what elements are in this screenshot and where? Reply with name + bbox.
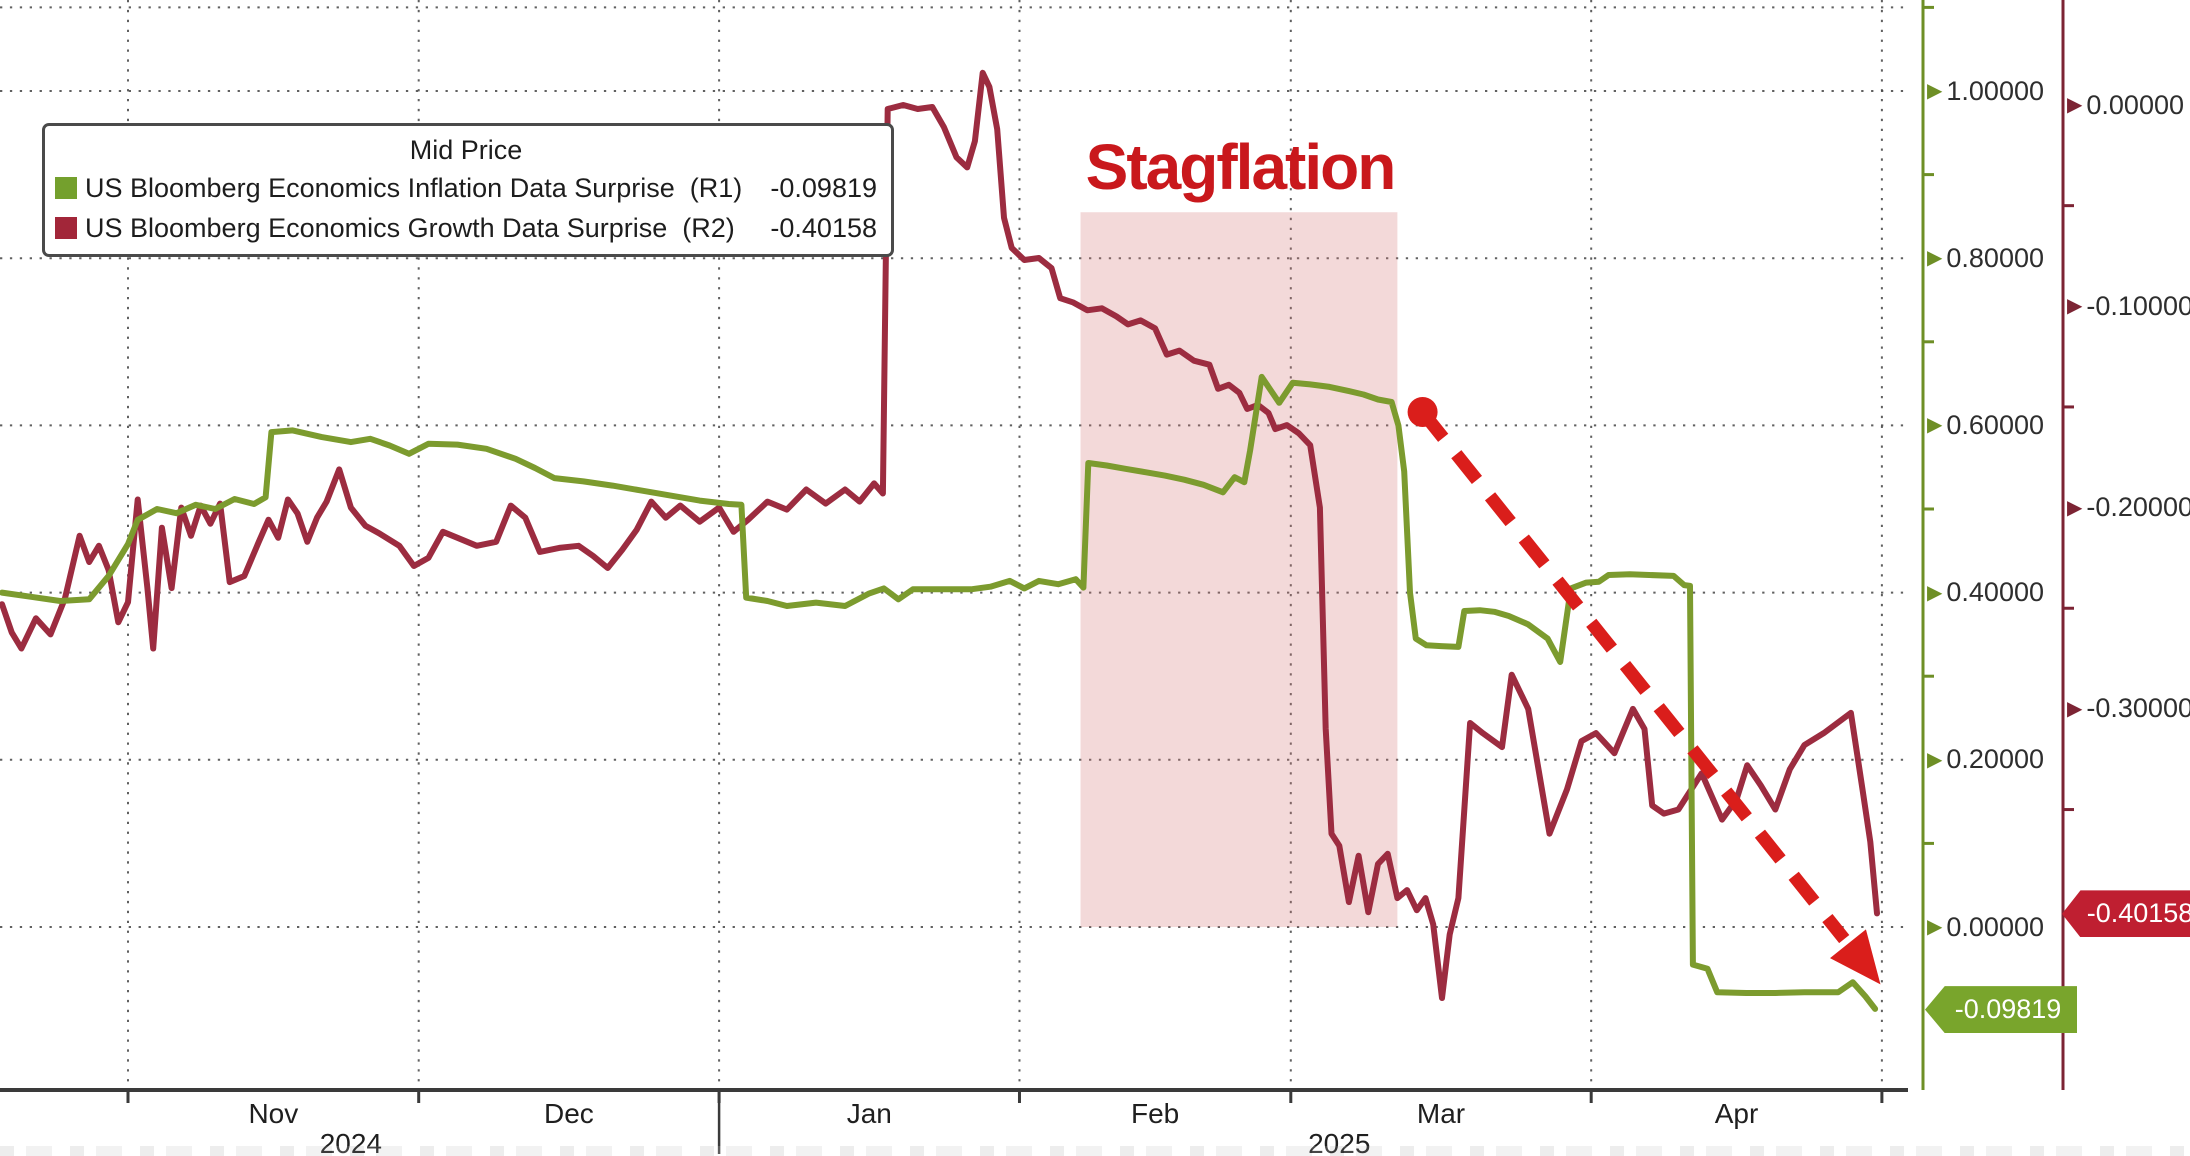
legend-item: US Bloomberg Economics Growth Data Surpr… (55, 208, 877, 248)
y-tick-label: ▶ -0.30000 (2067, 692, 2190, 726)
month-label: Mar (1416, 1098, 1466, 1129)
year-label: 2024 (319, 1128, 383, 1156)
month-label: Nov (248, 1098, 299, 1129)
y-tick-label: ▶ 0.20000 (1927, 743, 2044, 777)
tick-arrow-icon: ▶ (1927, 80, 1943, 102)
y-tick-label: ▶ 1.00000 (1927, 74, 2044, 108)
legend-series-label: US Bloomberg Economics Growth Data Surpr… (85, 213, 735, 243)
tick-arrow-icon: ▶ (1927, 247, 1943, 270)
month-label: Dec (543, 1098, 594, 1129)
tick-arrow-icon: ▶ (2067, 496, 2083, 519)
tick-arrow-icon: ▶ (1927, 414, 1943, 437)
y-tick-label: ▶ 0.00000 (2067, 88, 2184, 122)
tick-arrow-icon: ▶ (2067, 697, 2083, 720)
month-label: Jan (846, 1098, 892, 1129)
legend-series-label: US Bloomberg Economics Inflation Data Su… (85, 173, 743, 203)
y-tick-label: ▶ 0.80000 (1927, 241, 2044, 275)
arrow-head (1830, 929, 1881, 985)
series-growth (0, 69, 1880, 1001)
legend-box: Mid Price US Bloomberg Economics Inflati… (42, 123, 894, 257)
tick-arrow-icon: ▶ (2067, 295, 2083, 318)
y-tick-label: ▶ 0.00000 (1927, 910, 2044, 944)
series-inflation (0, 373, 1879, 1012)
inflation-last-value-badge: -0.09819 (1925, 986, 2077, 1034)
legend-swatch-icon (55, 217, 77, 239)
legend-series-value: -0.40158 (770, 213, 877, 243)
y-tick-label: ▶ -0.20000 (2067, 491, 2190, 525)
legend-item: US Bloomberg Economics Inflation Data Su… (55, 168, 877, 208)
year-label: 2025 (1308, 1128, 1371, 1156)
arrow-start-dot (1407, 397, 1438, 428)
y-tick-label: ▶ -0.10000 (2067, 289, 2190, 323)
y-tick-label: ▶ 0.60000 (1927, 408, 2044, 442)
month-label: Apr (1714, 1098, 1759, 1129)
legend-series-value: -0.09819 (770, 173, 877, 203)
month-label: Feb (1131, 1098, 1180, 1129)
legend-swatch-icon (55, 177, 77, 199)
tick-arrow-icon: ▶ (1927, 748, 1943, 771)
growth-last-value-badge: -0.40158 (2062, 890, 2190, 938)
tick-arrow-icon: ▶ (1927, 581, 1943, 604)
tick-arrow-icon: ▶ (2067, 94, 2083, 116)
legend-title: Mid Price (409, 135, 523, 165)
cropped-footer-text (0, 1146, 2190, 1156)
stagflation-band (1080, 212, 1398, 928)
tick-arrow-icon: ▶ (1927, 916, 1943, 938)
y-tick-label: ▶ 0.40000 (1927, 576, 2044, 610)
stagflation-annotation: Stagflation (1085, 131, 1397, 203)
